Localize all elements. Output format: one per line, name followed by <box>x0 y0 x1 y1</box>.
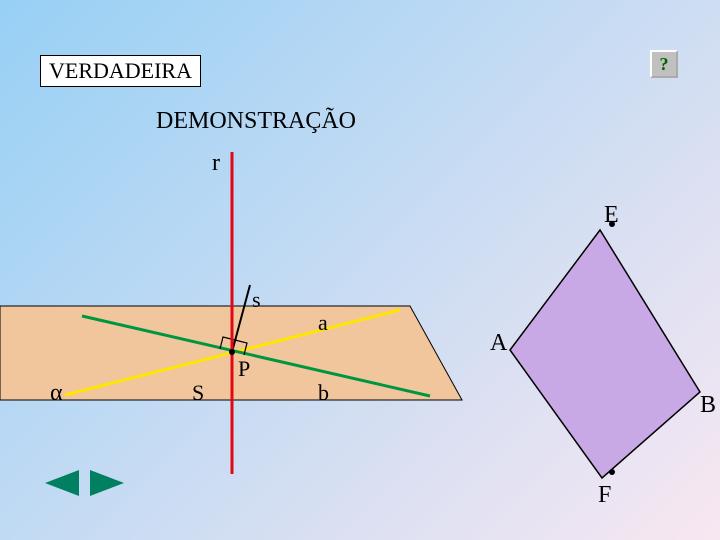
label-point-p: P <box>238 356 250 382</box>
label-vertex-a: A <box>490 330 507 357</box>
label-vertex-f: F <box>598 482 611 509</box>
truth-badge: VERDADEIRA <box>40 55 201 87</box>
help-button[interactable]: ? <box>650 50 678 78</box>
slide-title: DEMONSTRAÇÃO <box>156 108 356 135</box>
label-line-b: b <box>318 380 329 406</box>
slide-stage: VERDADEIRA ? DEMONSTRAÇÃO r s a b P S α … <box>0 0 720 540</box>
nav-prev-button[interactable] <box>45 470 79 496</box>
label-line-a: a <box>318 310 328 336</box>
label-vertex-e: E <box>604 202 619 229</box>
nav-next-button[interactable] <box>90 470 124 496</box>
label-line-s: s <box>252 287 261 313</box>
label-plane-alpha: α <box>50 380 63 407</box>
label-point-s: S <box>192 380 204 406</box>
slide-title-text: DEMONSTRAÇÃO <box>156 108 356 134</box>
truth-badge-text: VERDADEIRA <box>49 58 192 83</box>
label-line-r: r <box>212 150 220 177</box>
help-icon: ? <box>660 54 669 75</box>
label-vertex-b: B <box>700 392 716 419</box>
